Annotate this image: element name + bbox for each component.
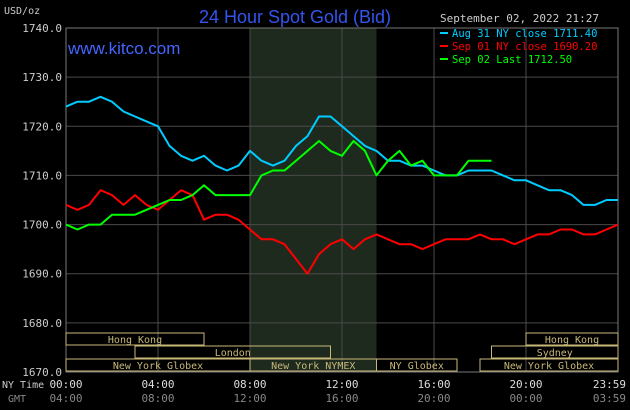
- market-session-label: NY Globex: [390, 361, 444, 372]
- market-session-label: New York Globex: [504, 361, 594, 372]
- market-session-label: Hong Kong: [108, 335, 162, 346]
- y-tick-label: 1690.0: [22, 268, 62, 281]
- y-tick-label: 1680.0: [22, 317, 62, 330]
- x-tick-label-ny: 23:59: [593, 378, 626, 391]
- x-tick-label-gmt: 03:59: [593, 392, 626, 405]
- legend-entry: Aug 31 NY close 1711.40: [452, 28, 597, 40]
- market-session-label: New York Globex: [113, 361, 203, 372]
- series-line-sep-01: [65, 189, 619, 275]
- x-tick-label-ny: 12:00: [325, 378, 358, 391]
- unit-label: USD/oz: [4, 6, 40, 17]
- market-session-box: [479, 358, 619, 372]
- market-session-box: [134, 345, 331, 359]
- x-tick-label-ny: 20:00: [509, 378, 542, 391]
- market-session-box: [525, 332, 619, 346]
- x-axis-ticks: 00:0004:0004:0008:0008:0012:0012:0016:00…: [49, 378, 626, 405]
- legend-entry: Sep 01 NY close 1690.20: [452, 41, 597, 53]
- x-tick-label-gmt: 20:00: [417, 392, 450, 405]
- datetime-stamp: September 02, 2022 21:27: [440, 12, 599, 25]
- series-line-sep-02: [65, 140, 492, 231]
- x-tick-label-gmt: 16:00: [325, 392, 358, 405]
- x-tick-label-gmt: 08:00: [141, 392, 174, 405]
- series-line-aug-31: [65, 95, 618, 206]
- x-tick-label-ny: 16:00: [417, 378, 450, 391]
- market-session-box: [376, 358, 458, 372]
- x-tick-label-gmt: 04:00: [49, 392, 82, 405]
- market-session-label: Sydney: [537, 348, 573, 359]
- market-session-label: London: [215, 348, 251, 359]
- x-label-gmt: GMT: [8, 394, 26, 405]
- x-tick-label-ny: 00:00: [49, 378, 82, 391]
- y-tick-label: 1740.0: [22, 22, 62, 35]
- y-tick-label: 1720.0: [22, 120, 62, 133]
- y-tick-label: 1700.0: [22, 219, 62, 232]
- x-label-ny: NY Time: [2, 380, 44, 391]
- market-session-label: Hong Kong: [545, 335, 599, 346]
- x-tick-label-ny: 08:00: [233, 378, 266, 391]
- x-tick-label-ny: 04:00: [141, 378, 174, 391]
- market-session-box: [65, 332, 205, 346]
- x-tick-label-gmt: 12:00: [233, 392, 266, 405]
- nymex-session-shade: [250, 28, 377, 372]
- chart-title: 24 Hour Spot Gold (Bid): [199, 7, 391, 27]
- market-session-label: New York NYMEX: [271, 361, 355, 372]
- y-tick-label: 1710.0: [22, 169, 62, 182]
- y-tick-label: 1730.0: [22, 71, 62, 84]
- price-series: [65, 95, 619, 275]
- legend-entry: Sep 02 Last 1712.50: [452, 54, 572, 66]
- y-axis-ticks: 1740.0 1730.0 1720.0 1710.0 1700.0 1690.0 1680…: [22, 22, 62, 379]
- market-sessions: Hong Kong London New York Globex New York N…: [65, 332, 619, 372]
- y-tick-label: 1670.0: [22, 366, 62, 379]
- x-tick-label-gmt: 00:00: [509, 392, 542, 405]
- market-session-box: [491, 345, 619, 359]
- website-link[interactable]: www.kitco.com: [67, 39, 180, 58]
